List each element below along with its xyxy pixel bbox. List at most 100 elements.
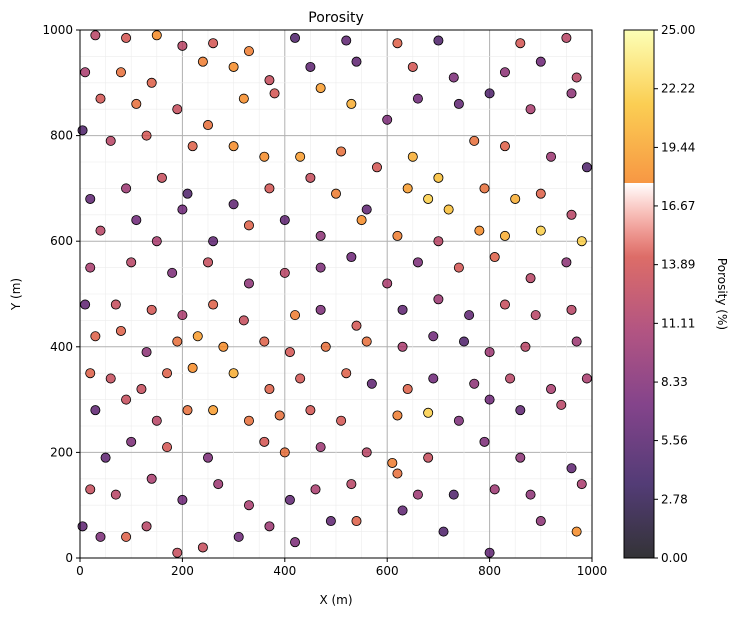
data-point xyxy=(172,104,183,115)
data-point xyxy=(259,151,270,162)
data-point xyxy=(146,304,157,315)
data-point xyxy=(448,72,459,83)
data-point xyxy=(228,61,239,72)
data-point xyxy=(151,236,162,247)
data-point xyxy=(423,407,434,418)
y-tick-label: 400 xyxy=(50,340,73,354)
data-point xyxy=(284,494,295,505)
data-point xyxy=(259,436,270,447)
data-point xyxy=(162,442,173,453)
data-point xyxy=(80,299,91,310)
data-point xyxy=(484,347,495,358)
data-point xyxy=(525,273,536,284)
data-point xyxy=(233,531,244,542)
data-point xyxy=(305,172,316,183)
colorbar-tick-label: 19.44 xyxy=(661,140,695,154)
data-point xyxy=(228,368,239,379)
data-point xyxy=(515,38,526,49)
data-point xyxy=(428,373,439,384)
data-point xyxy=(479,183,490,194)
colorbar-tick-label: 25.00 xyxy=(661,23,695,37)
x-tick-label: 200 xyxy=(171,564,194,578)
data-point xyxy=(202,452,213,463)
data-point xyxy=(197,56,208,67)
data-point xyxy=(110,299,121,310)
data-point xyxy=(382,278,393,289)
data-point xyxy=(469,135,480,146)
data-point xyxy=(546,151,557,162)
data-point xyxy=(433,236,444,247)
data-point xyxy=(290,32,301,43)
data-point xyxy=(489,252,500,263)
data-point xyxy=(346,252,357,263)
data-point xyxy=(330,188,341,199)
data-point xyxy=(264,384,275,395)
data-point xyxy=(110,489,121,500)
data-point xyxy=(346,479,357,490)
y-tick-label: 0 xyxy=(65,551,73,565)
data-point xyxy=(499,67,510,78)
data-point xyxy=(515,452,526,463)
data-point xyxy=(187,141,198,152)
data-point xyxy=(505,373,516,384)
data-point xyxy=(208,38,219,49)
data-point xyxy=(105,373,116,384)
y-tick-label: 800 xyxy=(50,129,73,143)
data-point xyxy=(269,88,280,99)
chart-title: Porosity xyxy=(308,10,363,26)
data-point xyxy=(510,193,521,204)
data-point xyxy=(151,30,162,41)
data-point xyxy=(525,489,536,500)
data-point xyxy=(484,547,495,558)
data-point xyxy=(325,516,336,527)
data-point xyxy=(243,46,254,57)
data-point xyxy=(412,93,423,104)
data-point xyxy=(402,183,413,194)
data-point xyxy=(177,40,188,51)
data-point xyxy=(192,331,203,342)
x-tick-label: 800 xyxy=(478,564,501,578)
data-point xyxy=(259,336,270,347)
data-point xyxy=(520,341,531,352)
data-point xyxy=(305,61,316,72)
data-point xyxy=(290,537,301,548)
data-point xyxy=(95,93,106,104)
data-point xyxy=(336,146,347,157)
data-point xyxy=(474,225,485,236)
data-point xyxy=(423,452,434,463)
data-point xyxy=(243,415,254,426)
y-tick-label: 200 xyxy=(50,445,73,459)
data-point xyxy=(392,38,403,49)
data-point xyxy=(182,405,193,416)
x-tick-label: 0 xyxy=(76,564,84,578)
data-point xyxy=(131,215,142,226)
x-axis-label: X (m) xyxy=(319,593,352,607)
data-point xyxy=(121,32,132,43)
data-point xyxy=(351,56,362,67)
data-point xyxy=(202,120,213,131)
data-point xyxy=(80,67,91,78)
data-point xyxy=(535,225,546,236)
data-point xyxy=(407,61,418,72)
x-tick-label: 600 xyxy=(376,564,399,578)
data-point xyxy=(95,531,106,542)
data-point xyxy=(77,125,88,136)
data-point xyxy=(535,516,546,527)
data-point xyxy=(571,526,582,537)
data-point xyxy=(218,341,229,352)
data-point xyxy=(453,262,464,273)
data-point xyxy=(284,347,295,358)
data-point xyxy=(238,315,249,326)
data-point xyxy=(397,341,408,352)
data-point xyxy=(458,336,469,347)
data-point xyxy=(121,183,132,194)
data-point xyxy=(371,162,382,173)
data-points xyxy=(77,30,592,558)
data-point xyxy=(356,215,367,226)
data-point xyxy=(576,236,587,247)
data-point xyxy=(499,299,510,310)
data-point xyxy=(290,310,301,321)
colorbar-ticks: 0.00 2.78 5.56 8.33 11.11 13.89 16.67 19.44 22.2… xyxy=(654,23,695,565)
data-point xyxy=(489,484,500,495)
data-point xyxy=(238,93,249,104)
